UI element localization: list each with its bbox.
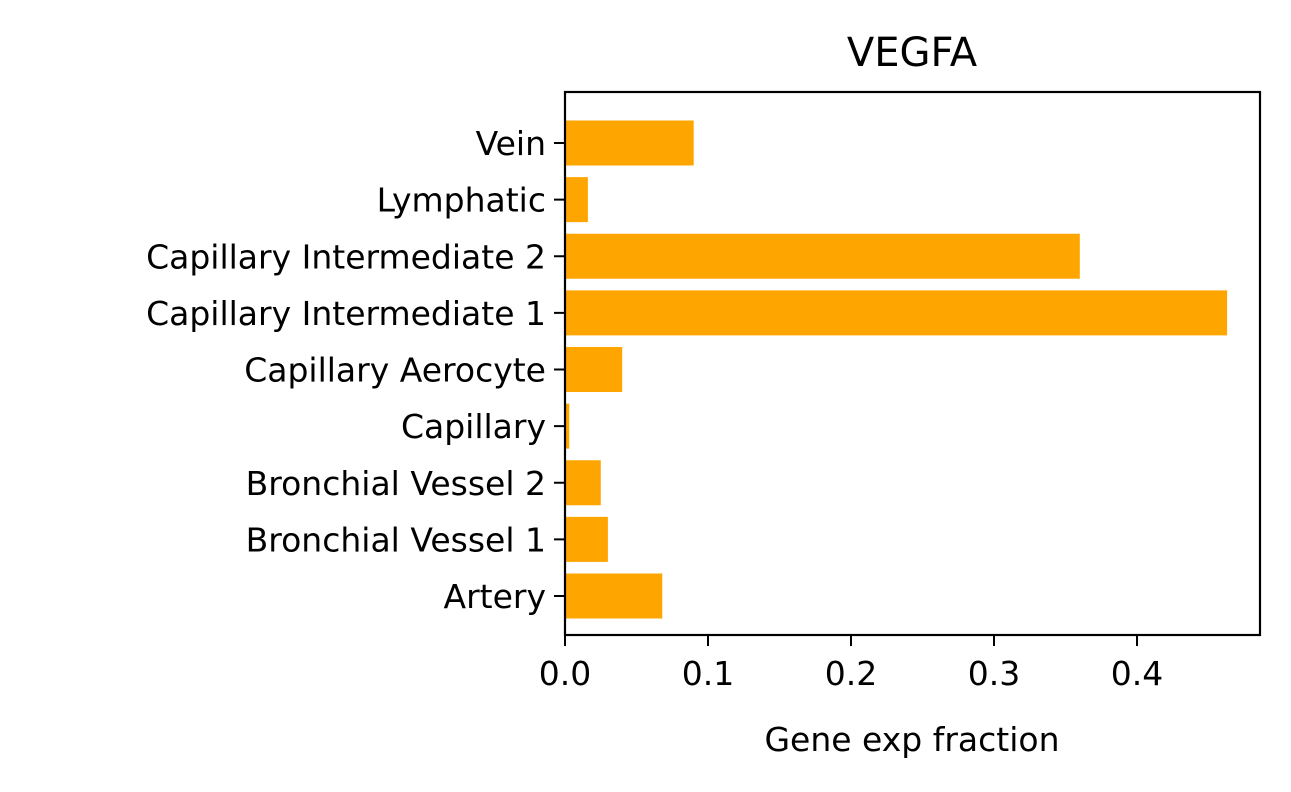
y-axis-ticks: Artery Bronchial Vessel 1 Bronchial Vessel… (146, 124, 565, 616)
y-tick-label-bronchial-vessel-1: Bronchial Vessel 1 (246, 520, 546, 559)
x-tick-label: 0.4 (1111, 654, 1163, 693)
y-tick-label-bronchial-vessel-2: Bronchial Vessel 2 (246, 464, 546, 503)
x-tick-label: 0.0 (539, 654, 591, 693)
y-tick-label-lymphatic: Lymphatic (377, 181, 546, 220)
y-tick-label-capillary: Capillary (401, 407, 546, 446)
plot-frame (563, 90, 1262, 637)
x-axis-ticks: 0.0 0.1 0.2 0.3 0.4 (539, 635, 1163, 693)
chart-title: VEGFA (847, 30, 978, 76)
x-tick-label: 0.3 (968, 654, 1020, 693)
y-tick-label-capillary-aerocyte: Capillary Aerocyte (244, 351, 546, 390)
y-tick-label-artery: Artery (444, 577, 546, 616)
bars-group (565, 120, 1228, 619)
x-tick-label: 0.2 (825, 654, 877, 693)
x-tick-label: 0.1 (682, 654, 734, 693)
bar-bronchial-vessel-1 (565, 516, 608, 562)
bar-lymphatic (565, 177, 588, 223)
bar-artery (565, 573, 663, 619)
bar-bronchial-vessel-2 (565, 460, 601, 506)
y-tick-label-capillary-intermediate-2: Capillary Intermediate 2 (146, 237, 546, 276)
y-tick-label-capillary-intermediate-1: Capillary Intermediate 1 (146, 294, 546, 333)
bar-capillary-aerocyte (565, 347, 623, 392)
x-axis-label: Gene exp fraction (764, 720, 1059, 759)
bar-vein (565, 120, 694, 166)
y-tick-label-vein: Vein (476, 124, 546, 163)
bar-capillary-intermediate-2 (565, 233, 1080, 279)
bar-capillary-intermediate-1 (565, 290, 1228, 336)
bar-capillary (565, 403, 570, 449)
